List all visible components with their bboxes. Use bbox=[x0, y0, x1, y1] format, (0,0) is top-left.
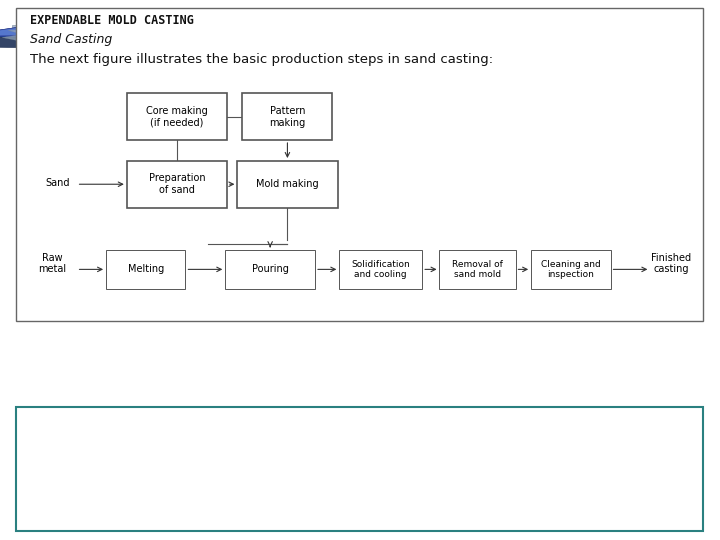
Text: Pouring: Pouring bbox=[252, 265, 289, 274]
Polygon shape bbox=[2, 27, 77, 44]
Polygon shape bbox=[0, 25, 109, 36]
Text: Raw
metal: Raw metal bbox=[38, 253, 66, 274]
Text: Removal of
sand mold: Removal of sand mold bbox=[452, 260, 503, 279]
FancyBboxPatch shape bbox=[17, 8, 703, 321]
FancyBboxPatch shape bbox=[106, 250, 186, 289]
Text: Pattern
making: Pattern making bbox=[269, 106, 305, 127]
Text: polman: polman bbox=[85, 31, 172, 51]
Polygon shape bbox=[32, 25, 109, 48]
Text: Solidification
and cooling: Solidification and cooling bbox=[351, 260, 410, 279]
Polygon shape bbox=[0, 25, 32, 46]
FancyBboxPatch shape bbox=[17, 407, 703, 531]
Polygon shape bbox=[12, 25, 109, 35]
FancyBboxPatch shape bbox=[127, 161, 227, 207]
Polygon shape bbox=[0, 35, 109, 48]
FancyBboxPatch shape bbox=[339, 250, 422, 289]
Text: Core making
(if needed): Core making (if needed) bbox=[146, 106, 207, 127]
Text: The next figure illustrates the basic production steps in sand casting:: The next figure illustrates the basic pr… bbox=[30, 52, 492, 65]
Text: Cleaning and
inspection: Cleaning and inspection bbox=[541, 260, 600, 279]
FancyBboxPatch shape bbox=[225, 250, 315, 289]
FancyBboxPatch shape bbox=[127, 93, 227, 140]
FancyBboxPatch shape bbox=[238, 161, 338, 207]
Text: Finished
casting: Finished casting bbox=[651, 253, 691, 274]
Text: Mold making: Mold making bbox=[256, 179, 319, 189]
Text: Sand: Sand bbox=[45, 178, 70, 187]
Text: EXPENDABLE MOLD CASTING: EXPENDABLE MOLD CASTING bbox=[30, 14, 194, 27]
Text: Melting: Melting bbox=[127, 265, 164, 274]
FancyBboxPatch shape bbox=[243, 93, 333, 140]
FancyBboxPatch shape bbox=[439, 250, 516, 289]
FancyBboxPatch shape bbox=[531, 250, 611, 289]
Text: Sand Casting: Sand Casting bbox=[30, 33, 112, 46]
Text: CASTING PROCESSES: CASTING PROCESSES bbox=[320, 24, 588, 49]
Text: Preparation
of sand: Preparation of sand bbox=[148, 173, 205, 195]
